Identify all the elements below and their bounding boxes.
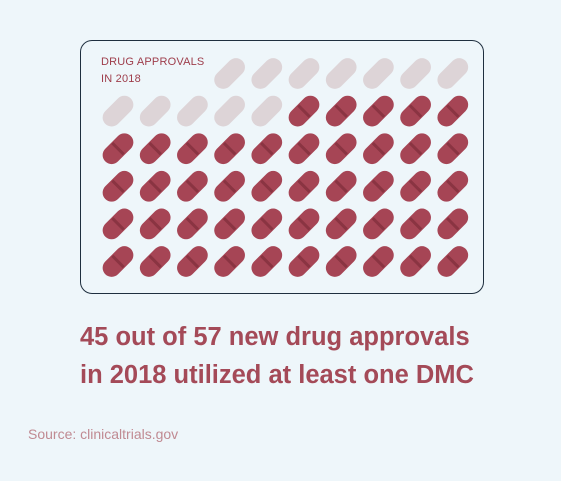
chart-title-line-2: IN 2018	[101, 73, 141, 85]
pill-grid	[102, 58, 469, 277]
pill-dmc	[251, 170, 283, 202]
pill-no-dmc	[288, 58, 320, 89]
pill-dmc	[251, 208, 283, 240]
pill-dmc	[400, 208, 431, 240]
pill-dmc	[288, 95, 320, 127]
pill-dmc	[325, 246, 357, 277]
chart-title-line-1: DRUG APPROVALS	[101, 56, 205, 68]
pill-no-dmc	[139, 95, 171, 127]
pill-dmc	[437, 208, 469, 240]
headline-line-1: 45 out of 57 new drug approvals	[80, 323, 470, 351]
pill-dmc	[177, 208, 208, 240]
pill-dmc	[177, 246, 208, 277]
pill-no-dmc	[102, 95, 134, 127]
pill-dmc	[363, 170, 394, 202]
pill-dmc	[102, 246, 134, 277]
pill-dmc	[325, 208, 357, 240]
chart-title: DRUG APPROVALS IN 2018	[101, 54, 204, 88]
pill-dmc	[177, 170, 208, 202]
pill-no-dmc	[177, 95, 208, 127]
pill-dmc	[214, 208, 245, 240]
pictograph-card: DRUG APPROVALS IN 2018	[80, 40, 484, 294]
pill-dmc	[325, 95, 357, 127]
pill-dmc	[325, 170, 357, 202]
pill-dmc	[139, 133, 171, 165]
pill-dmc	[288, 133, 320, 165]
pill-no-dmc	[214, 58, 245, 89]
pill-dmc	[437, 170, 469, 202]
pill-dmc	[251, 133, 283, 165]
pill-dmc	[363, 246, 394, 277]
pill-dmc	[251, 246, 283, 277]
pill-no-dmc	[325, 58, 357, 89]
pill-no-dmc	[363, 58, 394, 89]
pill-dmc	[400, 246, 431, 277]
pill-dmc	[102, 170, 134, 202]
pill-dmc	[437, 133, 469, 165]
pill-dmc	[363, 208, 394, 240]
pill-dmc	[437, 95, 469, 127]
pill-no-dmc	[251, 58, 283, 89]
pill-dmc	[437, 246, 469, 277]
pill-dmc	[214, 133, 245, 165]
pill-no-dmc	[400, 58, 431, 89]
pill-dmc	[400, 170, 431, 202]
pill-dmc	[214, 170, 245, 202]
pill-no-dmc	[437, 58, 469, 89]
pill-dmc	[139, 170, 171, 202]
pill-dmc	[214, 246, 245, 277]
pill-dmc	[363, 95, 394, 127]
pill-dmc	[177, 133, 208, 165]
pill-dmc	[288, 246, 320, 277]
pill-dmc	[139, 208, 171, 240]
headline-line-2: in 2018 utilized at least one DMC	[80, 361, 474, 389]
pill-dmc	[102, 133, 134, 165]
pill-dmc	[288, 208, 320, 240]
pill-dmc	[325, 133, 357, 165]
pill-dmc	[400, 95, 431, 127]
pill-no-dmc	[214, 95, 245, 127]
pill-no-dmc	[251, 95, 283, 127]
pill-dmc	[288, 170, 320, 202]
pill-dmc	[102, 208, 134, 240]
pill-dmc	[400, 133, 431, 165]
pill-dmc	[139, 246, 171, 277]
headline: 45 out of 57 new drug approvals in 2018 …	[80, 318, 550, 394]
source-note: Source: clinicaltrials.gov	[28, 426, 179, 442]
pill-dmc	[363, 133, 394, 165]
